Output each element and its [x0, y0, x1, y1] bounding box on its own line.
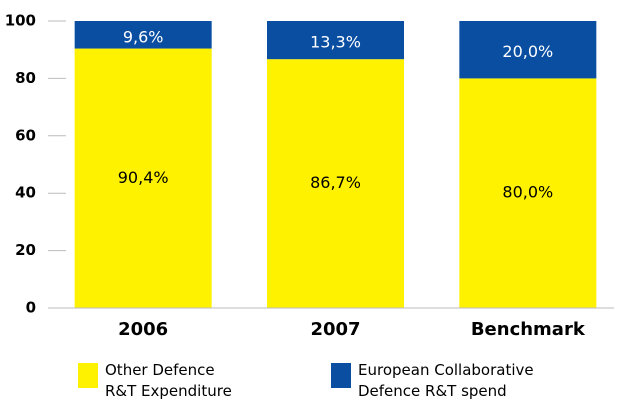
value-label: 13,3%: [310, 33, 361, 52]
x-tick-label: 2006: [118, 319, 168, 340]
bar-segment: [459, 21, 597, 79]
y-tick-label: 0: [26, 299, 36, 317]
value-label: 9,6%: [123, 27, 164, 46]
bar-segment: [267, 59, 404, 308]
x-tick-label: Benchmark: [471, 319, 586, 340]
y-tick-label: 20: [15, 241, 36, 259]
value-label: 20,0%: [502, 42, 553, 61]
y-tick-label: 80: [15, 69, 36, 87]
bar-segment: [74, 21, 212, 49]
legend-label: European Collaborative Defence R&T spend: [358, 361, 534, 400]
bar-segment: [267, 21, 404, 60]
legend-swatch: [331, 363, 351, 388]
value-label: 80,0%: [502, 183, 553, 202]
y-tick-label: 100: [5, 12, 36, 30]
value-label: 86,7%: [310, 173, 361, 192]
x-tick-label: 2007: [310, 319, 360, 340]
y-tick-label: 60: [15, 126, 36, 144]
y-tick-label: 40: [15, 184, 36, 202]
bar-segment: [74, 48, 212, 308]
value-label: 90,4%: [118, 168, 169, 187]
legend-label: Other Defence R&T Expenditure: [105, 361, 232, 400]
legend-swatch: [78, 363, 98, 388]
bar-segment: [459, 78, 597, 309]
